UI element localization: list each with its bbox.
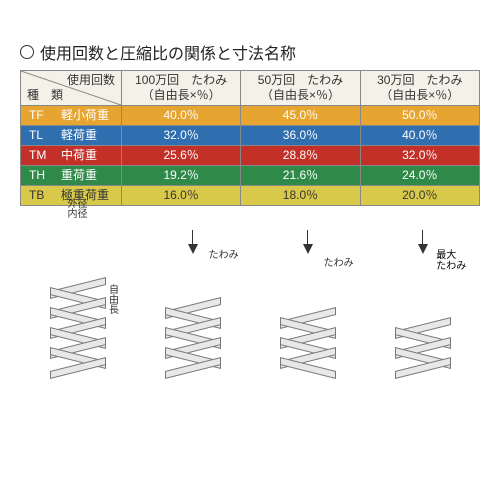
free-len-label: 自由長	[105, 284, 120, 314]
value-cell: 20.0％	[360, 186, 479, 206]
header-col1-a: 100万回 たわみ	[126, 73, 236, 88]
value-cell: 50.0％	[360, 106, 479, 126]
value-cell: 45.0％	[241, 106, 360, 126]
inner-dia-label: 内径	[50, 210, 106, 220]
type-cell: TL 軽荷重	[21, 126, 122, 146]
header-col2-b: （自由長×％）	[245, 88, 355, 103]
table-row: TL 軽荷重 32.0％36.0％40.0％	[21, 126, 480, 146]
type-cell: TF 軽小荷重	[21, 106, 122, 126]
value-cell: 18.0％	[241, 186, 360, 206]
diagram-dimensions: 外径 内径 自由長	[20, 224, 135, 374]
circle-marker-icon	[20, 45, 34, 59]
type-code: TH	[29, 168, 55, 183]
header-col2-a: 50万回 たわみ	[245, 73, 355, 88]
value-cell: 28.8％	[241, 146, 360, 166]
header-col1-b: （自由長×％）	[126, 88, 236, 103]
header-col3-b: （自由長×％）	[365, 88, 475, 103]
value-cell: 21.6％	[241, 166, 360, 186]
value-cell: 40.0％	[360, 126, 479, 146]
value-cell: 40.0％	[121, 106, 240, 126]
page-title: 使用回数と圧縮比の関係と寸法名称	[40, 40, 296, 64]
header-col2: 50万回 たわみ （自由長×％）	[241, 71, 360, 106]
type-code: TL	[29, 128, 55, 143]
table-header-row: 使用回数 種 類 100万回 たわみ （自由長×％） 50万回 たわみ （自由長…	[21, 71, 480, 106]
value-cell: 32.0％	[121, 126, 240, 146]
type-cell: TM 中荷重	[21, 146, 122, 166]
type-code: TF	[29, 108, 55, 123]
diagram-deflection-1: たわみ	[135, 224, 250, 374]
value-cell: 19.2％	[121, 166, 240, 186]
value-cell: 24.0％	[360, 166, 479, 186]
diagram-row: 外径 内径 自由長 たわみ たわみ	[20, 224, 480, 374]
diagram-deflection-2: たわみ	[250, 224, 365, 374]
type-name: 軽小荷重	[61, 108, 109, 122]
table-row: TM 中荷重 25.6％28.8％32.0％	[21, 146, 480, 166]
value-cell: 32.0％	[360, 146, 479, 166]
title-row: 使用回数と圧縮比の関係と寸法名称	[20, 40, 480, 64]
header-col3-a: 30万回 たわみ	[365, 73, 475, 88]
value-cell: 25.6％	[121, 146, 240, 166]
header-col3: 30万回 たわみ （自由長×％）	[360, 71, 479, 106]
type-code: TM	[29, 148, 55, 163]
type-name: 中荷重	[61, 148, 97, 162]
table-row: TF 軽小荷重 40.0％45.0％50.0％	[21, 106, 480, 126]
type-name: 軽荷重	[61, 128, 97, 142]
value-cell: 16.0％	[121, 186, 240, 206]
header-col1: 100万回 たわみ （自由長×％）	[121, 71, 240, 106]
type-cell: TH 重荷重	[21, 166, 122, 186]
value-cell: 36.0％	[241, 126, 360, 146]
header-type: 使用回数 種 類	[21, 71, 122, 106]
type-name: 重荷重	[61, 168, 97, 182]
diagonal-line-icon	[21, 71, 121, 105]
compression-table: 使用回数 種 類 100万回 たわみ （自由長×％） 50万回 たわみ （自由長…	[20, 70, 480, 206]
table-row: TH 重荷重 19.2％21.6％24.0％	[21, 166, 480, 186]
diagram-max-deflection: 最大 たわみ	[365, 224, 480, 374]
